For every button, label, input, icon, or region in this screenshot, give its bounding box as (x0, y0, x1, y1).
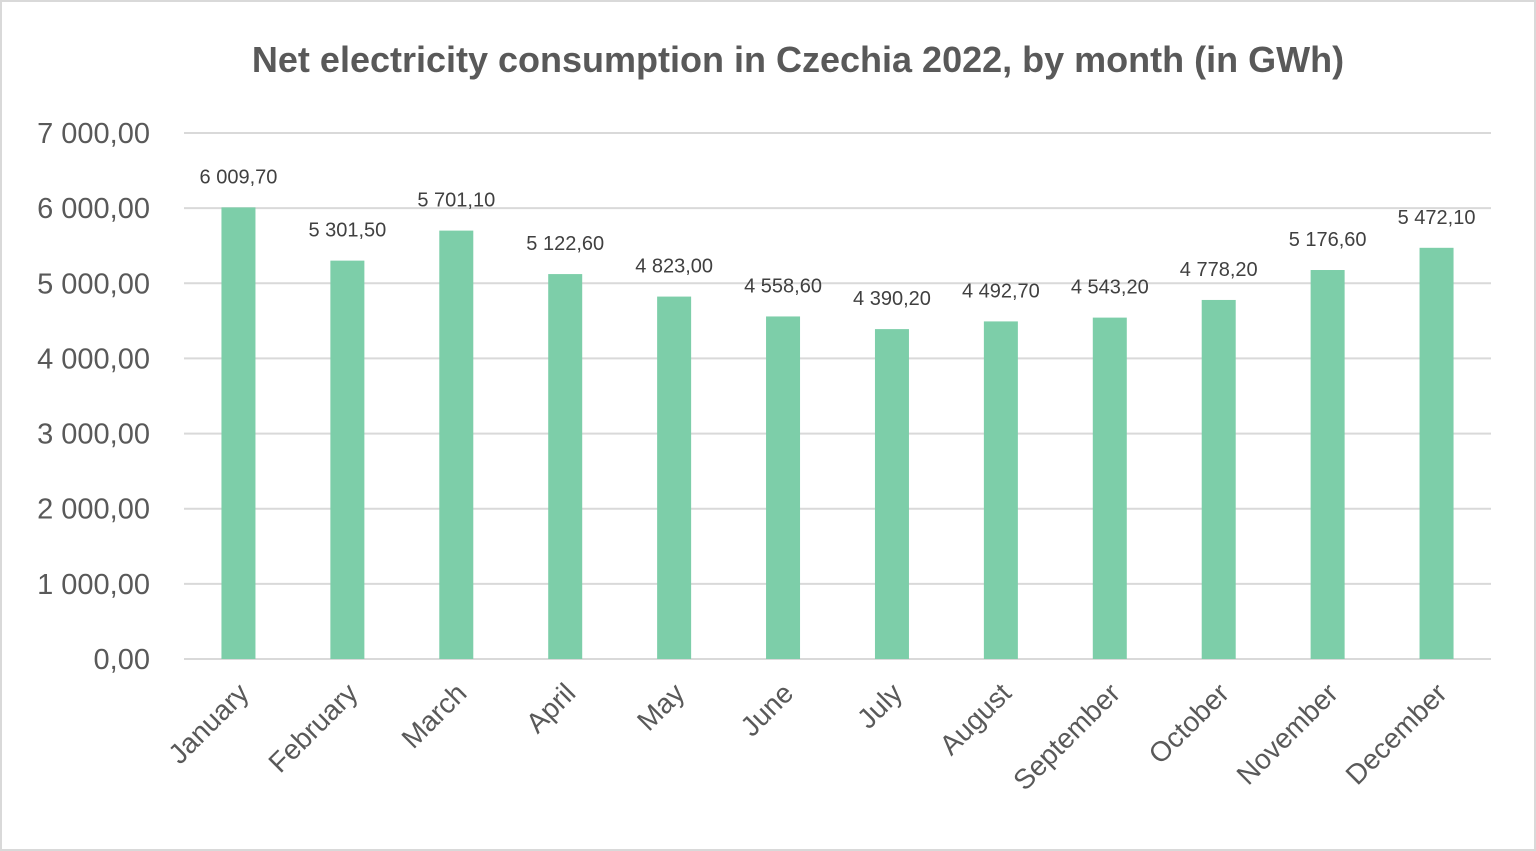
y-tick-label: 5 000,00 (37, 268, 150, 300)
bar-august (983, 321, 1018, 659)
bar-january (221, 207, 256, 659)
y-tick-label: 3 000,00 (37, 419, 150, 451)
y-tick-label: 6 000,00 (37, 193, 150, 225)
data-label: 4 492,70 (962, 280, 1040, 302)
chart-title: Net electricity consumption in Czechia 2… (252, 39, 1344, 80)
data-label: 5 122,60 (526, 233, 604, 255)
y-tick-label: 7 000,00 (37, 118, 150, 150)
data-label: 4 823,00 (635, 256, 713, 278)
bar-september (1092, 317, 1127, 659)
data-label: 4 390,20 (853, 288, 931, 310)
data-label: 4 778,20 (1180, 259, 1258, 281)
data-label: 6 009,70 (200, 166, 278, 188)
bar-november (1310, 270, 1345, 659)
y-tick-label: 2 000,00 (37, 494, 150, 526)
bar-march (439, 230, 474, 659)
bar-february (330, 260, 365, 659)
bar-may (657, 296, 692, 659)
bar-july (874, 329, 909, 659)
y-tick-label: 4 000,00 (37, 343, 150, 375)
y-tick-label: 0,00 (94, 644, 150, 676)
data-label: 5 472,10 (1398, 207, 1476, 229)
bar-april (548, 274, 583, 659)
data-label: 5 176,60 (1289, 229, 1367, 251)
bar-june (766, 316, 801, 659)
bar-december (1419, 247, 1454, 659)
bar-october (1201, 299, 1236, 659)
y-tick-label: 1 000,00 (37, 569, 150, 601)
data-label: 5 701,10 (417, 190, 495, 212)
data-label: 4 543,20 (1071, 277, 1149, 299)
data-label: 5 301,50 (308, 220, 386, 242)
data-label: 4 558,60 (744, 275, 822, 297)
